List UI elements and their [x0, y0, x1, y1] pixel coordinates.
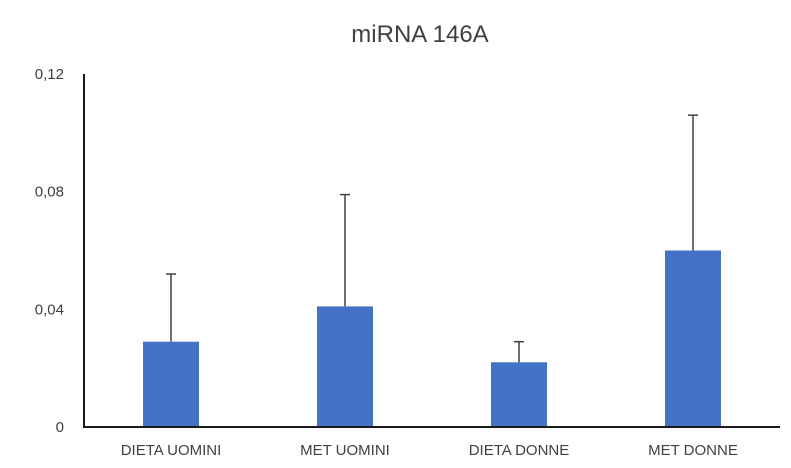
x-category-label: DIETA UOMINI	[121, 442, 222, 459]
bars	[143, 250, 721, 427]
bar-met-uomini	[317, 306, 373, 427]
y-axis-ticks: 0 0,04 0,08 0,12	[35, 66, 64, 436]
error-bars	[166, 114, 698, 363]
x-axis-labels: DIETA UOMINI MET UOMINI DIETA DONNE MET DON…	[121, 442, 738, 459]
y-tick-label: 0	[56, 419, 64, 436]
x-category-label: MET DONNE	[648, 442, 738, 459]
bar-met-donne	[665, 250, 721, 427]
x-category-label: DIETA DONNE	[469, 442, 570, 459]
y-tick-label: 0,08	[35, 184, 64, 201]
x-category-label: MET UOMINI	[300, 442, 390, 459]
y-tick-label: 0,12	[35, 66, 64, 83]
bar-dieta-donne	[491, 362, 547, 427]
chart-title: miRNA 146A	[351, 21, 488, 48]
bar-dieta-uomini	[143, 341, 199, 427]
y-tick-label: 0,04	[35, 301, 64, 318]
